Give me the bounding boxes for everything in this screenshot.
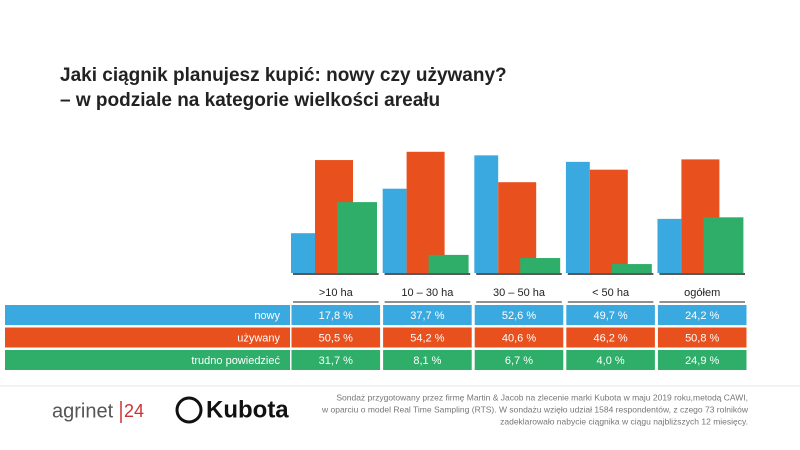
data-label: 40,6 % [502,332,536,344]
data-label: 37,7 % [410,310,444,322]
data-label: 24,2 % [685,310,719,322]
table-cell [383,305,472,325]
logo-kubota: Kubota [206,396,289,423]
data-label: 31,7 % [319,355,353,367]
bar [428,254,469,273]
table-cell [657,327,747,348]
bar [611,264,652,273]
data-label: 50,5 % [319,332,353,344]
data-label: 8,1 % [413,355,441,367]
bar [498,182,537,273]
bar [703,217,744,273]
bar [565,161,590,273]
data-label: 50,8 % [685,332,719,344]
table-cell [566,350,655,370]
bar [337,202,377,273]
table-cell [657,305,747,325]
data-label: 46,2 % [593,332,627,344]
x-tick-label: ogółem [684,287,720,299]
x-tick-label: >10 ha [319,287,354,299]
bar [382,188,407,273]
chart-title: Jaki ciągnik planujesz kupić: nowy czy u… [60,65,507,86]
table-cell [383,350,472,370]
footer-note: w oparciu o model Real Time Sampling (RT… [321,404,749,414]
table-cell [566,327,655,348]
data-label: 4,0 % [597,355,625,367]
table-cell [474,305,564,325]
chart-subtitle: – w podziale na kategorie wielkości area… [60,90,440,111]
bar [520,258,561,273]
x-tick-label: < 50 ha [592,287,630,299]
kubota-emblem [175,396,203,424]
legend-row [5,327,290,348]
data-label: 17,8 % [319,310,353,322]
table-cell [291,327,381,348]
table-cell [566,305,655,325]
legend-label: trudno powiedzieć [191,355,280,367]
data-label: 54,2 % [410,332,444,344]
footer-note: Sondaż przygotowany przez firmę Martin &… [336,392,748,402]
footer-note: zadeklarowało nabycie ciągnika w ciągu n… [500,416,748,426]
data-label: 24,9 % [685,355,719,367]
bar [589,169,628,273]
bar [291,233,315,273]
legend-row [5,305,290,325]
data-label: 6,7 % [505,355,533,367]
legend-label: używany [237,332,280,344]
table-cell [383,327,472,348]
table-cell [657,350,747,370]
bar [474,155,499,273]
data-label: 49,7 % [593,310,627,322]
x-tick-label: 30 – 50 ha [493,287,546,299]
table-cell [291,305,381,325]
logo-agrinet: agrinet [52,400,114,422]
legend-row [5,350,290,370]
data-label: 52,6 % [502,310,536,322]
bar [657,218,682,273]
table-cell [291,350,381,370]
table-cell [474,350,564,370]
legend-label: nowy [254,310,280,322]
table-cell [474,327,564,348]
logo-24: 24 [124,401,144,421]
bar [406,151,445,273]
x-tick-label: 10 – 30 ha [401,287,454,299]
